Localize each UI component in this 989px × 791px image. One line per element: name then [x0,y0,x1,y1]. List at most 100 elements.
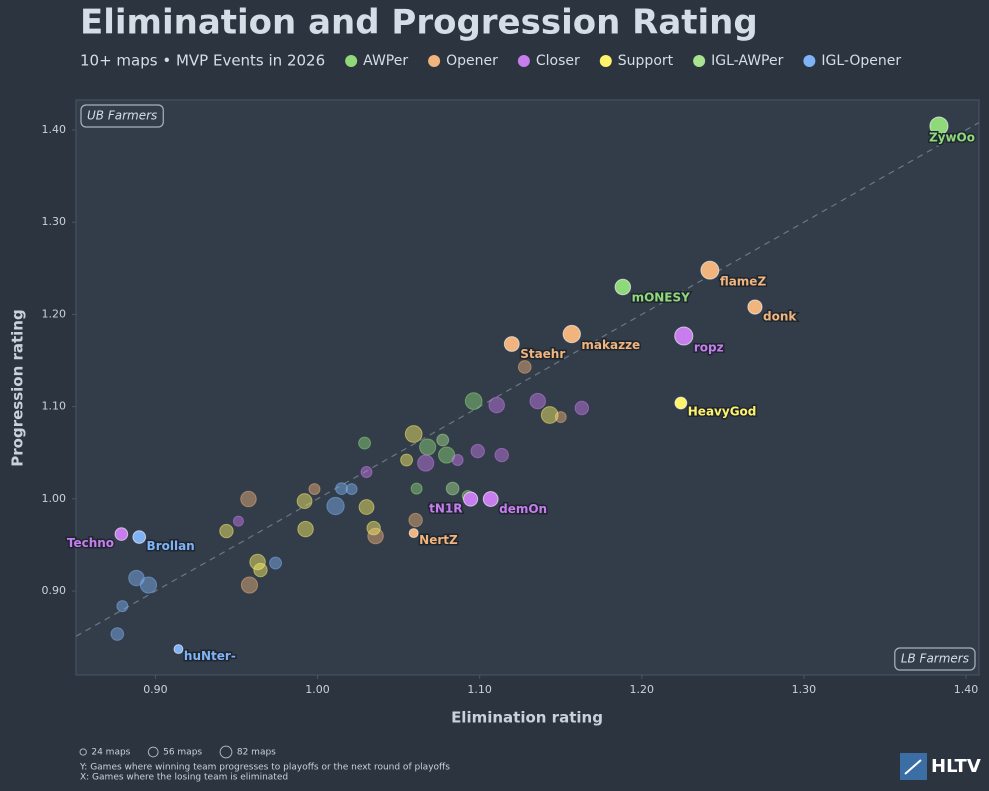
point [360,466,373,478]
point-label: ropz [694,341,724,355]
legend-label: IGL-Opener [821,53,901,69]
point [366,520,381,536]
faded-points [110,360,590,641]
note: Y: Games where winning team progresses t… [79,763,450,773]
point-label: mONESY [632,290,691,304]
legend-label: Opener [446,53,498,69]
brand: HLTV [931,756,981,777]
point [451,454,464,467]
point [929,116,949,136]
point [503,336,520,352]
x-axis-title: Elimination rating [451,709,603,727]
point [297,520,314,538]
point [410,482,423,495]
point [404,425,423,443]
legend-swatch [345,55,358,67]
point [173,644,184,655]
point [253,562,268,578]
size-legend-swatch [147,746,159,758]
point [700,260,720,280]
brand-logo: HLTV [900,753,981,780]
legend-swatch [517,55,530,67]
point [358,499,375,515]
annotation: UB Farmers [87,109,157,123]
x-tick-label: 1.10 [467,683,492,696]
point [488,396,505,414]
point [529,392,546,410]
point-label: huNter- [184,649,236,663]
x-tick-label: 1.00 [305,683,330,696]
legend-label: Closer [536,53,580,69]
point [110,627,125,641]
logo-mark [904,759,922,775]
point [249,553,266,571]
point [540,406,559,424]
plot-area [75,99,980,676]
x-tick-label: 1.40 [954,683,979,696]
point [240,490,257,508]
size-legend-label: 56 maps [163,748,202,758]
size-legend-swatch [79,748,87,756]
point [436,433,450,447]
point [614,278,632,296]
point [219,523,234,539]
legend-label: AWPer [363,53,408,69]
point [747,299,763,315]
legend-swatch [693,55,706,67]
point-label: HeavyGod [688,404,757,418]
legend-swatch [803,55,816,67]
point [232,515,244,527]
legend-label: Support [618,53,674,69]
y-tick-label: 1.40 [42,123,67,136]
point [335,482,348,496]
point-label: flameZ [720,275,767,289]
point [674,326,694,346]
x-tick-label: 1.30 [792,683,817,696]
point-label: Staehr [520,347,565,361]
y-tick-label: 1.10 [42,400,67,413]
point [116,600,129,613]
point-label: NertZ [419,533,458,547]
x-tick-label: 1.20 [630,683,655,696]
point [345,483,358,496]
legend-swatch [428,55,441,67]
point [358,436,371,450]
point [296,493,313,509]
annotation-box [894,647,976,671]
point [269,556,282,570]
point [139,576,158,594]
y-tick-label: 1.20 [42,307,67,320]
annotation: LB Farmers [901,652,969,666]
point-label: Brollan [147,539,195,553]
point-label: Techno [67,536,114,550]
point [408,528,419,539]
y-tick-label: 1.00 [42,492,67,505]
legend-swatch [599,55,612,67]
point-label: ZywOo [929,131,975,145]
point [574,400,590,416]
point [417,454,435,472]
point [114,527,129,541]
chart-subtitle: 10+ maps • MVP Events in 2026 [80,52,325,70]
point-label: donk [763,310,797,324]
highlighted-points: ZywOo mONESY flameZ donk makazze Staehr NertZ r… [65,116,977,665]
point [517,360,532,374]
annotation-box [80,104,164,128]
point [674,396,688,410]
note: X: Games where the losing team is elimin… [80,773,288,783]
size-legend-label: 24 maps [91,748,130,758]
point [494,447,509,463]
point-label: makazze [581,338,640,352]
point [308,483,321,496]
size-legend-swatch [219,745,233,759]
point [419,438,437,456]
point [326,496,345,516]
y-tick-label: 1.30 [42,215,67,228]
point-label: tN1R [429,502,462,516]
point [445,481,460,496]
point [132,530,147,544]
y-tick-label: 0.90 [42,584,67,597]
point [562,324,581,344]
point [470,443,485,459]
